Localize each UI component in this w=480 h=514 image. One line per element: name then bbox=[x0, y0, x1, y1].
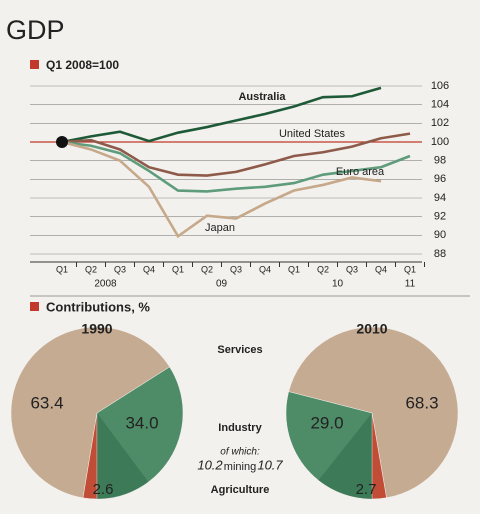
value-label: 68.3 bbox=[405, 393, 438, 412]
y-tick-label: 100 bbox=[431, 136, 449, 148]
x-tick-label: Q3 bbox=[346, 264, 358, 274]
pie-slice bbox=[10, 326, 170, 499]
x-tick-label: Q1 bbox=[56, 264, 68, 274]
marker bbox=[30, 302, 39, 311]
series-line bbox=[61, 140, 411, 193]
y-tick-label: 92 bbox=[434, 211, 446, 223]
series-line bbox=[61, 140, 382, 239]
chart-title: GDP bbox=[6, 15, 65, 45]
value-label: 34.0 bbox=[125, 413, 158, 432]
pie-title: Contributions, % bbox=[46, 299, 150, 314]
y-tick-label: 106 bbox=[431, 80, 449, 92]
x-tick-label: Q3 bbox=[114, 264, 126, 274]
x-tick-label: Q4 bbox=[375, 264, 387, 274]
x-tick-label: Q1 bbox=[404, 264, 416, 274]
year-label: 2008 bbox=[94, 279, 117, 290]
category-label: Industry bbox=[218, 422, 262, 434]
x-tick-label: Q1 bbox=[172, 264, 184, 274]
pie-title: 1990 bbox=[81, 321, 112, 337]
pie-sub-slice bbox=[97, 413, 149, 499]
series-label: Japan bbox=[205, 222, 235, 234]
x-tick-label: Q1 bbox=[288, 264, 300, 274]
value-label: 63.4 bbox=[30, 393, 63, 412]
value-label: 2.6 bbox=[93, 481, 114, 498]
value-label: 2.7 bbox=[356, 481, 377, 498]
y-tick-label: 96 bbox=[434, 173, 446, 185]
pie-slice bbox=[82, 412, 98, 500]
sub-value-label: 10.7 bbox=[257, 457, 283, 472]
pie-title: 2010 bbox=[356, 321, 387, 337]
sub-category: mining bbox=[224, 461, 256, 473]
series-line bbox=[61, 86, 382, 144]
sub-value-label: 10.2 bbox=[197, 457, 223, 472]
series-line bbox=[61, 132, 411, 177]
x-tick-label: Q3 bbox=[230, 264, 242, 274]
start-point bbox=[56, 136, 68, 148]
sub-prefix: of which: bbox=[220, 447, 260, 458]
y-tick-label: 98 bbox=[434, 155, 446, 167]
category-label: Services bbox=[217, 344, 262, 356]
x-tick-label: Q2 bbox=[85, 264, 97, 274]
series-label: Australia bbox=[238, 91, 286, 103]
y-tick-label: 94 bbox=[434, 192, 446, 204]
pie-sub-slice bbox=[318, 413, 372, 499]
year-label: 11 bbox=[405, 279, 416, 290]
marker bbox=[30, 60, 39, 69]
x-tick-label: Q4 bbox=[259, 264, 271, 274]
pie-slice bbox=[371, 412, 387, 500]
x-tick-label: Q2 bbox=[317, 264, 329, 274]
chart-subtitle: Q1 2008=100 bbox=[46, 58, 119, 72]
year-label: 10 bbox=[332, 279, 344, 290]
x-tick-label: Q4 bbox=[143, 264, 155, 274]
y-tick-label: 104 bbox=[431, 99, 449, 111]
y-tick-label: 90 bbox=[434, 229, 446, 241]
series-label: United States bbox=[279, 128, 346, 140]
pie-slice bbox=[288, 326, 459, 499]
category-label: Agriculture bbox=[211, 484, 270, 496]
x-tick-label: Q2 bbox=[201, 264, 213, 274]
year-label: 09 bbox=[216, 279, 228, 290]
value-label: 29.0 bbox=[310, 413, 343, 432]
y-tick-label: 102 bbox=[431, 117, 449, 129]
y-tick-label: 88 bbox=[434, 248, 446, 260]
series-label: Euro area bbox=[336, 166, 385, 178]
